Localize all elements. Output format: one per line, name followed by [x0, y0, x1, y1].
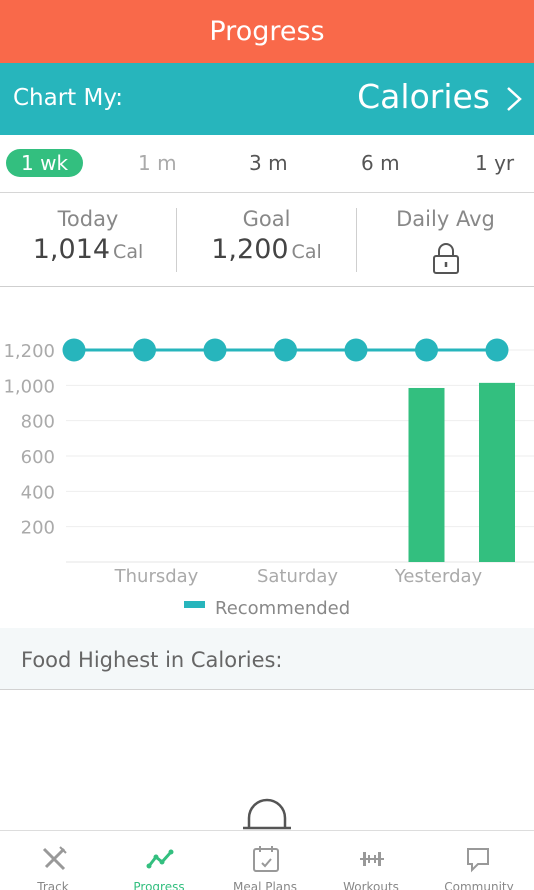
- stat-goal: Goal 1,200 Cal: [177, 194, 356, 287]
- food-section-title: Food Highest in Calories:: [21, 648, 283, 672]
- tab-meal-plans-label: Meal Plans: [232, 880, 298, 890]
- divider: [176, 208, 177, 272]
- fork-knife-icon: [42, 846, 67, 871]
- tab-workouts-label: Workouts: [343, 880, 399, 890]
- time-range-tabs: 1 wk 1 m 3 m 6 m 1 yr: [0, 135, 534, 193]
- legend-label: Recommended: [215, 598, 350, 619]
- recommended-point: [344, 338, 368, 362]
- tab-meal-plans[interactable]: Meal Plans: [212, 831, 318, 890]
- chart-metric-selector[interactable]: Chart My: Calories: [0, 63, 534, 135]
- recommended-point: [415, 338, 438, 362]
- range-1yr[interactable]: 1 yr: [475, 151, 515, 175]
- stat-today-value: 1,014 Cal: [32, 234, 144, 265]
- legend-swatch: [184, 601, 205, 608]
- y-tick-label: 1,200: [3, 341, 55, 362]
- chart-svg: 200 400 600 800 1,000 1,200 Thursday Saturday Ye…: [3, 338, 534, 619]
- tab-track-label: Track: [37, 880, 69, 890]
- recommended-point: [274, 338, 297, 362]
- chevron-right-icon[interactable]: [504, 85, 524, 113]
- tab-workouts[interactable]: Workouts: [318, 831, 424, 890]
- y-tick-label: 1,000: [3, 376, 55, 397]
- tab-progress[interactable]: Progress: [106, 831, 212, 890]
- calendar-icon: [253, 846, 279, 872]
- stat-today-title: Today: [57, 207, 119, 231]
- range-1wk[interactable]: 1 wk: [6, 149, 84, 177]
- range-1m[interactable]: 1 m: [138, 151, 177, 175]
- tab-track[interactable]: Track: [0, 831, 106, 890]
- chat-bubble-icon: [467, 848, 489, 873]
- tab-community-label: Community: [444, 880, 514, 890]
- y-tick-label: 200: [21, 518, 55, 539]
- bar: [408, 387, 445, 562]
- recommended-point: [203, 338, 227, 362]
- stat-goal-value: 1,200 Cal: [211, 234, 322, 265]
- calorie-chart: 200 400 600 800 1,000 1,200 Thursday Saturday Ye…: [0, 288, 534, 628]
- y-tick-label: 600: [21, 447, 55, 468]
- y-tick-label: 800: [21, 412, 55, 433]
- stat-goal-title: Goal: [242, 207, 291, 231]
- stat-daily-avg[interactable]: Daily Avg: [357, 194, 534, 287]
- x-tick-label: Yesterday: [394, 566, 483, 587]
- recommended-point: [62, 338, 86, 362]
- tab-progress-label: Progress: [133, 880, 185, 890]
- chart-metric-value[interactable]: Calories: [357, 77, 490, 116]
- calorie-stats: Today 1,014 Cal Goal 1,200 Cal Daily Avg: [0, 194, 534, 287]
- recommended-point: [133, 338, 156, 362]
- bar: [479, 382, 515, 562]
- recommended-point: [485, 338, 509, 362]
- chart-my-label: Chart My:: [13, 85, 124, 111]
- tab-community[interactable]: Community: [424, 831, 534, 890]
- x-tick-label: Saturday: [257, 566, 338, 587]
- y-tick-label: 400: [21, 482, 55, 503]
- page-title: Progress: [0, 0, 534, 63]
- stat-today: Today 1,014 Cal: [0, 194, 176, 287]
- tab-bar: Track Progress Meal Plans Workouts: [0, 830, 534, 890]
- lock-icon: [243, 798, 291, 830]
- range-6m[interactable]: 6 m: [361, 151, 400, 175]
- divider: [356, 208, 357, 272]
- stat-daily-avg-title: Daily Avg: [396, 207, 495, 231]
- progress-chart-icon: [146, 849, 174, 869]
- lock-icon[interactable]: [432, 242, 460, 274]
- range-3m[interactable]: 3 m: [249, 151, 288, 175]
- x-tick-label: Thursday: [114, 566, 199, 587]
- food-highest-section: Food Highest in Calories:: [0, 628, 534, 690]
- dumbbell-icon: [360, 852, 384, 866]
